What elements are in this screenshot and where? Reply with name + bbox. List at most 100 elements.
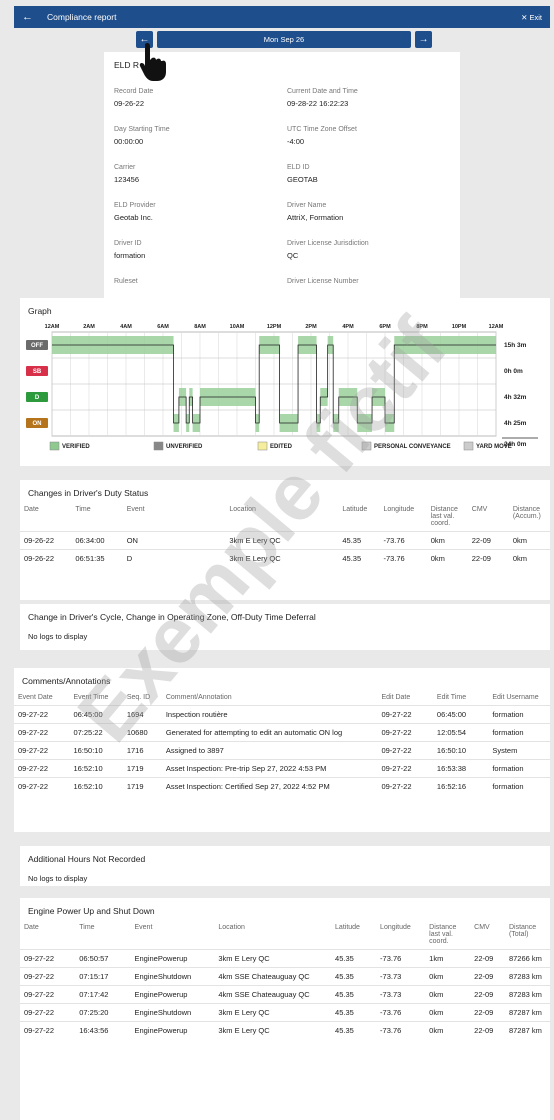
column-header[interactable]: Edit Date <box>381 694 411 701</box>
table-cell: 09-27-22 <box>14 759 70 778</box>
cycle-empty-message: No logs to display <box>28 632 88 641</box>
column-header[interactable]: Latitude <box>335 924 360 931</box>
table-cell: 09-27-22 <box>20 985 76 1004</box>
table-cell: 87287 km <box>504 1021 550 1039</box>
table-cell: System <box>488 741 550 760</box>
header-field: Driver License Jurisdiction QC <box>287 240 450 260</box>
column-header[interactable]: Time <box>79 924 95 931</box>
column-header[interactable]: Latitude <box>342 506 368 513</box>
column-header[interactable]: Time <box>75 506 91 513</box>
table-cell: 07:17:42 <box>75 985 131 1004</box>
table-cell: 09-27-22 <box>14 741 70 760</box>
table-row: 09-27-22 07:15:17 EngineShutdown 4km SSE Ch… <box>20 967 550 986</box>
legend-swatch <box>49 441 60 451</box>
header-field: Ruleset <box>114 278 277 289</box>
column-header[interactable]: Longitude <box>380 924 411 931</box>
grand-total: 24h 0m <box>504 441 527 448</box>
column-header[interactable]: Distance (Total) <box>508 924 537 938</box>
column-header[interactable]: Location <box>229 506 256 513</box>
header-field-label: Day Starting Time <box>114 126 170 133</box>
table-cell: 09-27-22 <box>20 949 76 968</box>
pointing-hand-icon <box>139 42 166 81</box>
header-field-value: Geotab Inc. <box>114 213 153 222</box>
duty-title: Changes in Driver's Duty Status <box>28 488 149 498</box>
next-day-button[interactable]: → <box>415 31 432 48</box>
table-cell: formation <box>488 777 550 795</box>
column-header[interactable]: Distance (Accum.) <box>512 506 541 520</box>
column-header[interactable]: CMV <box>474 924 490 931</box>
header-field: Day Starting Time 00:00:00 <box>114 126 277 146</box>
column-header[interactable]: Location <box>218 924 245 931</box>
table-cell: 0km <box>425 985 471 1004</box>
table-cell: 45.35 <box>338 549 380 567</box>
hour-label: 10PM <box>452 324 467 330</box>
table-cell: -73.76 <box>379 531 427 550</box>
engine-section: Engine Power Up and Shut Down Date Time Ev… <box>20 898 550 1120</box>
column-header[interactable]: Event Date <box>18 694 53 701</box>
hour-label: 12AM <box>45 324 60 330</box>
header-field-value: 00:00:00 <box>114 137 144 146</box>
column-header[interactable]: Event <box>126 506 145 513</box>
page-title: Compliance report <box>47 12 117 22</box>
comments-section: Comments/Annotations Event Date Event Tim… <box>14 668 550 832</box>
status-badge <box>26 418 48 428</box>
current-date[interactable]: Mon Sep 26 <box>157 31 411 48</box>
table-cell: formation <box>488 705 550 724</box>
column-header[interactable]: Date <box>24 506 39 513</box>
status-label: D <box>35 395 40 401</box>
table-cell: EnginePowerup <box>130 949 215 968</box>
engine-table: Date Time Event Location Latitude Longitude Di… <box>20 920 550 1039</box>
table-cell: 16:50:10 <box>432 741 489 760</box>
status-total: 4h 32m <box>504 394 527 401</box>
table-cell: 1719 <box>122 777 162 795</box>
column-header[interactable]: Distance last val. coord. <box>429 924 457 945</box>
additional-title: Additional Hours Not Recorded <box>28 854 146 864</box>
table-cell: 09-26-22 <box>20 549 72 567</box>
table-cell: 1716 <box>122 741 162 760</box>
comments-table: Event Date Event Time Seq. ID Comment/Annot… <box>14 690 550 795</box>
column-header[interactable]: Edit Username <box>492 694 539 701</box>
hour-label: 6AM <box>157 324 169 330</box>
legend-label: PERSONAL CONVEYANCE <box>374 444 451 450</box>
column-header[interactable]: Event <box>134 924 153 931</box>
table-cell: 09-27-22 <box>377 759 433 778</box>
back-arrow-icon[interactable]: ← <box>22 11 33 23</box>
table-row: 09-27-22 06:45:00 1694 Inspection routière 0… <box>14 705 550 724</box>
column-header[interactable]: Event Time <box>73 694 109 701</box>
duty-status-section: Changes in Driver's Duty Status Date Time… <box>20 480 550 600</box>
status-badge <box>26 392 48 402</box>
table-row: 09-27-22 07:17:42 EnginePowerup 4km SSE Cha… <box>20 985 550 1004</box>
arrow-left-icon: ← <box>139 34 150 45</box>
column-header[interactable]: Distance last val. coord. <box>430 506 458 527</box>
graph-title: Graph <box>28 306 52 316</box>
table-cell: 09-27-22 <box>377 741 433 760</box>
cycle-section: Change in Driver's Cycle, Change in Oper… <box>20 604 550 650</box>
legend-swatch <box>463 441 474 451</box>
hour-label: 8PM <box>416 324 428 330</box>
header-field-label: Record Date <box>114 88 154 95</box>
column-header[interactable]: Longitude <box>383 506 415 513</box>
table-cell: 45.35 <box>331 1021 377 1039</box>
table-cell: 22-09 <box>467 549 509 567</box>
status-label: ON <box>33 421 42 427</box>
table-cell: 06:50:57 <box>75 949 131 968</box>
table-cell: 1694 <box>122 705 162 724</box>
column-header[interactable]: Edit Time <box>436 694 467 701</box>
table-cell: 16:52:16 <box>432 777 489 795</box>
column-header[interactable]: Seq. ID <box>126 694 151 701</box>
table-cell: 87287 km <box>504 1003 550 1022</box>
column-header[interactable]: CMV <box>471 506 488 513</box>
header-field-label: ELD Provider <box>114 202 156 209</box>
table-cell: 87266 km <box>504 949 550 968</box>
legend-swatch <box>257 441 268 451</box>
header-field-label: Driver ID <box>114 240 142 247</box>
table-cell: 09-27-22 <box>377 705 433 724</box>
table-cell: 3km E Lery QC <box>214 1003 332 1022</box>
table-cell: 45.35 <box>331 967 377 986</box>
exit-button[interactable]: ✕ Exit <box>521 12 542 22</box>
table-cell: D <box>122 549 226 567</box>
table-cell: 09-27-22 <box>14 705 70 724</box>
column-header[interactable]: Comment/Annotation <box>165 694 232 701</box>
table-cell: EnginePowerup <box>130 1021 215 1039</box>
column-header[interactable]: Date <box>24 924 39 931</box>
